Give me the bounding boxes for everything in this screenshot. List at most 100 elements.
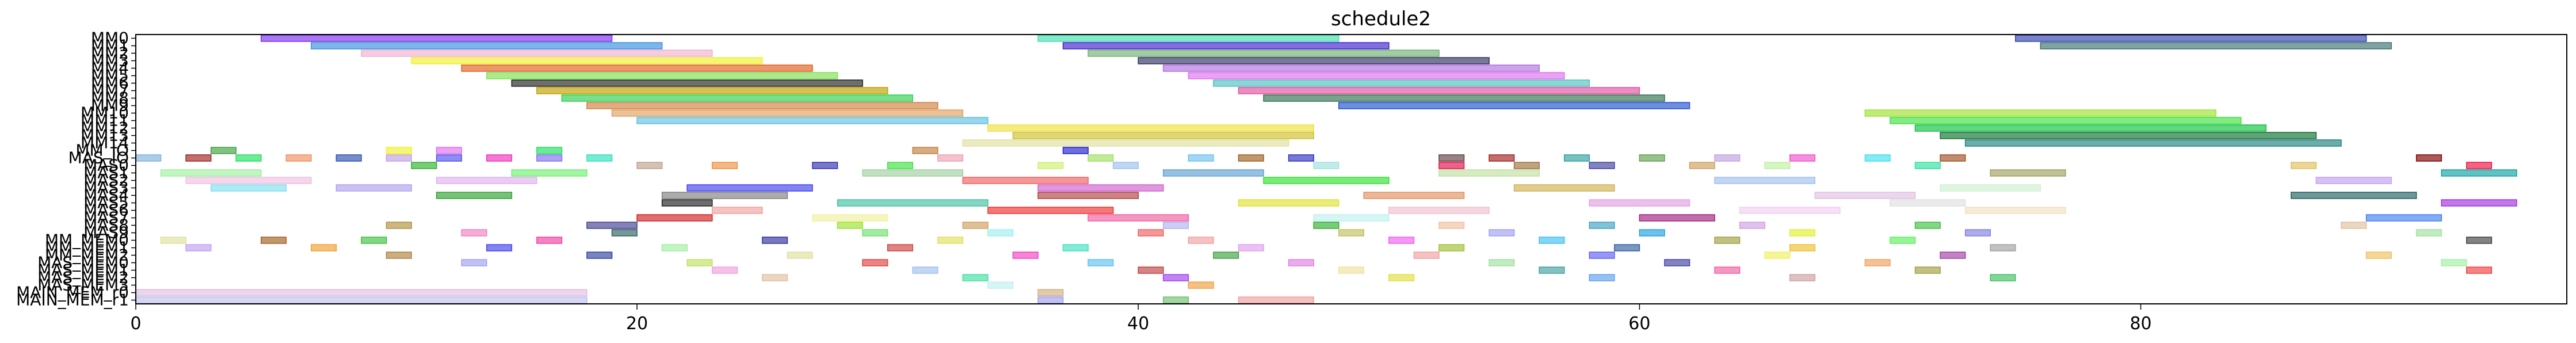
task-bar (2441, 199, 2517, 207)
task-bar (536, 154, 563, 162)
task-bar (2291, 192, 2417, 199)
task-bar (1062, 42, 1390, 49)
task-bar (2040, 42, 2392, 49)
task-bar (1263, 177, 1390, 184)
row-label: MAS5 (83, 193, 129, 212)
task-bar (611, 229, 638, 237)
row-label: MAS3 (83, 178, 129, 197)
task-bar (1388, 274, 1415, 281)
task-bar (1338, 229, 1365, 237)
task-bar (386, 251, 412, 259)
task-bar (1990, 169, 2066, 177)
row-label: MM_MEM1 (45, 238, 129, 257)
task-bar (1213, 251, 1239, 259)
task-bar (812, 162, 838, 169)
row-label: MM_MEM2 (45, 246, 129, 265)
task-bar (2315, 177, 2392, 184)
task-bar (511, 79, 863, 87)
task-bar (962, 177, 1089, 184)
task-bar (636, 214, 713, 222)
row-label: MAS_MEM3 (37, 276, 129, 295)
task-bar (1589, 199, 1690, 207)
row-label: MM12 (81, 119, 129, 138)
task-bar (1037, 35, 1339, 42)
row-label: MM6 (91, 74, 129, 93)
task-bar (311, 244, 337, 251)
row-label: MAS4 (83, 186, 129, 205)
task-bar (1940, 184, 2041, 192)
task-bar (1037, 192, 1139, 199)
task-bar (1438, 169, 1540, 177)
task-bar (962, 274, 989, 281)
task-bar (261, 237, 287, 244)
task-bar (586, 222, 638, 229)
row-label: MM2 (91, 44, 129, 63)
x-tick-label: 20 (626, 314, 648, 334)
task-bar (1313, 214, 1390, 222)
task-bar (1714, 177, 1816, 184)
row-label: MM0 (91, 29, 129, 48)
task-bar (712, 266, 738, 274)
task-bar (1388, 237, 1415, 244)
task-bar (1914, 124, 2267, 132)
task-bar (1112, 162, 1139, 169)
task-bar (1664, 259, 1690, 266)
row-label: MAIN_MEM_r0 (16, 283, 129, 302)
task-bar (1914, 266, 1941, 274)
task-bar (361, 49, 713, 57)
task-bar (1714, 266, 1741, 274)
task-bar (611, 109, 964, 117)
task-bar (1890, 199, 1966, 207)
task-bar (411, 57, 763, 64)
row-label: MAS6 (83, 201, 129, 220)
task-bar (1012, 251, 1039, 259)
task-bar (1914, 162, 1941, 169)
task-bar (1589, 222, 1615, 229)
task-bars (135, 35, 2517, 304)
task-bar (1563, 154, 1590, 162)
row-label: MM5 (91, 66, 129, 85)
task-bar (561, 94, 914, 102)
task-bar (461, 259, 487, 266)
task-bar (1087, 49, 1440, 57)
task-bar (461, 229, 487, 237)
task-bar (2365, 251, 2392, 259)
row-label: MM10 (81, 104, 129, 123)
task-bar (887, 162, 914, 169)
task-bar (536, 147, 563, 154)
row-label: MAS9 (83, 223, 129, 242)
task-bar (1438, 154, 1465, 162)
task-bar (1438, 244, 1465, 251)
x-axis: 0 20 40 60 80 (130, 304, 2152, 334)
task-bar (1864, 259, 1891, 266)
task-bar (1489, 229, 1515, 237)
task-bar (712, 207, 763, 214)
task-bar (210, 147, 236, 154)
task-bar (1238, 154, 1264, 162)
task-bar (1940, 132, 2317, 139)
row-label: MM_IO (75, 141, 129, 160)
task-bar (1489, 259, 1515, 266)
task-bar (1739, 207, 1841, 214)
task-bar (1163, 274, 1189, 281)
x-tick-label: 80 (2130, 314, 2151, 334)
task-bar (1238, 296, 1314, 304)
task-bar (185, 177, 312, 184)
task-bar (1288, 154, 1314, 162)
row-label: MAS7 (83, 208, 129, 227)
task-bar (1138, 57, 1490, 64)
task-bar (261, 35, 613, 42)
task-bar (2415, 229, 2442, 237)
task-bar (210, 184, 287, 192)
row-label: MAS8 (83, 216, 129, 235)
task-bar (661, 244, 688, 251)
task-bar (1489, 154, 1515, 162)
task-bar (1714, 154, 1741, 162)
task-bar (486, 72, 838, 79)
task-bar (1238, 244, 1264, 251)
task-bar (1589, 274, 1615, 281)
task-bar (1138, 229, 1164, 237)
task-bar (1037, 289, 1064, 296)
task-bar (1914, 222, 1941, 229)
task-bar (686, 184, 813, 192)
